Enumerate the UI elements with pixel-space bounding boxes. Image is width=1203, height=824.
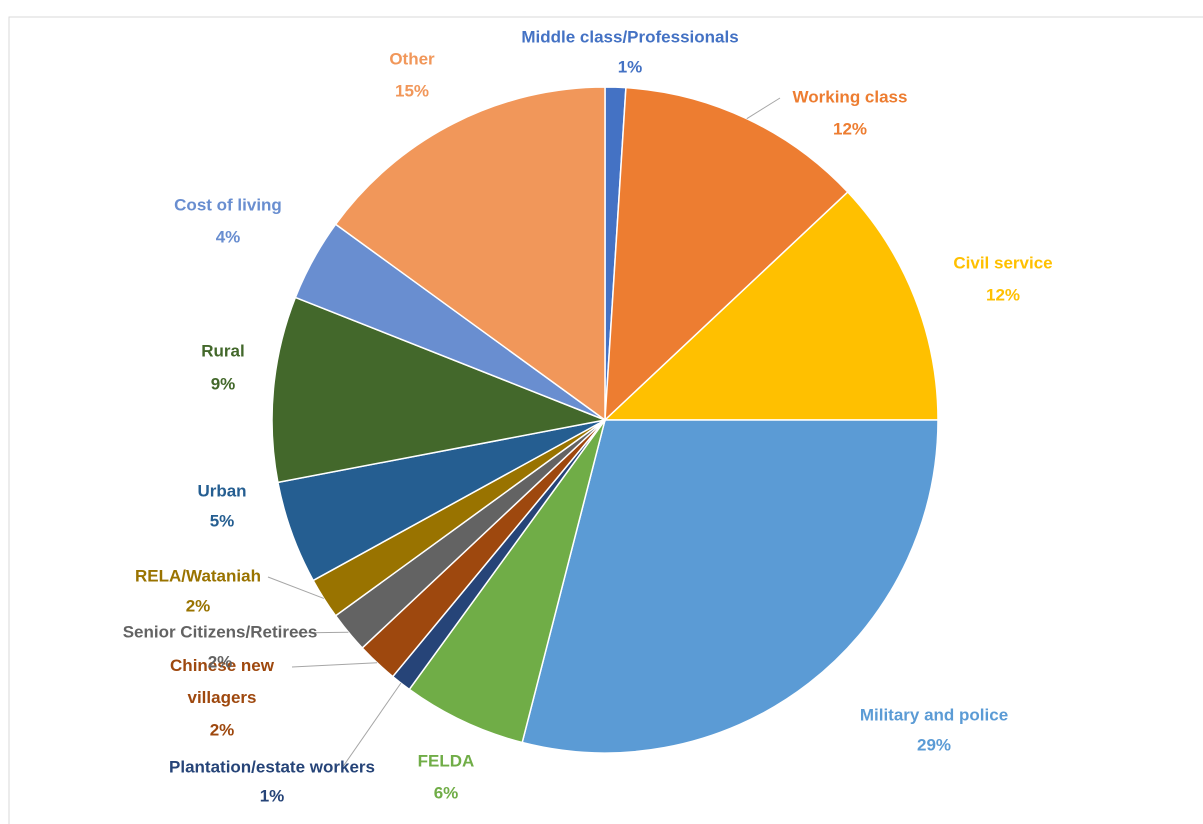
leader-line: [341, 682, 402, 769]
value-label: 1%: [618, 57, 643, 76]
value-label: 2%: [208, 652, 233, 671]
value-label: 1%: [260, 786, 285, 805]
value-label: 2%: [186, 596, 211, 615]
category-label: Working class: [793, 87, 908, 106]
pie-slice: [603, 190, 939, 421]
category-label: Senior Citizens/Retirees: [123, 622, 318, 641]
pie-slice: [604, 86, 849, 422]
pie-slice: [334, 86, 606, 422]
leader-line: [746, 97, 781, 120]
value-label: 2%: [210, 720, 235, 739]
value-label: 12%: [833, 119, 867, 138]
value-label: 6%: [434, 783, 459, 802]
category-label: FELDA: [418, 751, 475, 770]
category-label: Cost of living: [174, 195, 282, 214]
leader-line: [291, 662, 378, 668]
category-label: Civil service: [953, 253, 1052, 272]
value-label: 4%: [216, 227, 241, 246]
pie-slice: [521, 419, 939, 754]
leader-line: [267, 576, 325, 599]
category-label: Chinese new villagers: [170, 656, 275, 707]
value-label: 12%: [986, 285, 1020, 304]
value-label: 9%: [211, 374, 236, 393]
pie-slice: [408, 419, 606, 744]
value-label: 5%: [210, 511, 235, 530]
category-label: Plantation/estate workers: [169, 757, 375, 776]
category-label: Military and police: [860, 705, 1008, 724]
value-label: 15%: [395, 81, 429, 100]
category-label: Middle class/Professionals: [521, 27, 738, 46]
category-label: Other: [389, 49, 435, 68]
leader-line: [289, 631, 349, 634]
category-label: Urban: [197, 481, 246, 500]
category-label: Rural: [201, 341, 244, 360]
value-label: 29%: [917, 735, 951, 754]
category-label: RELA/Wataniah: [135, 566, 261, 585]
pie-slice: [271, 296, 608, 484]
